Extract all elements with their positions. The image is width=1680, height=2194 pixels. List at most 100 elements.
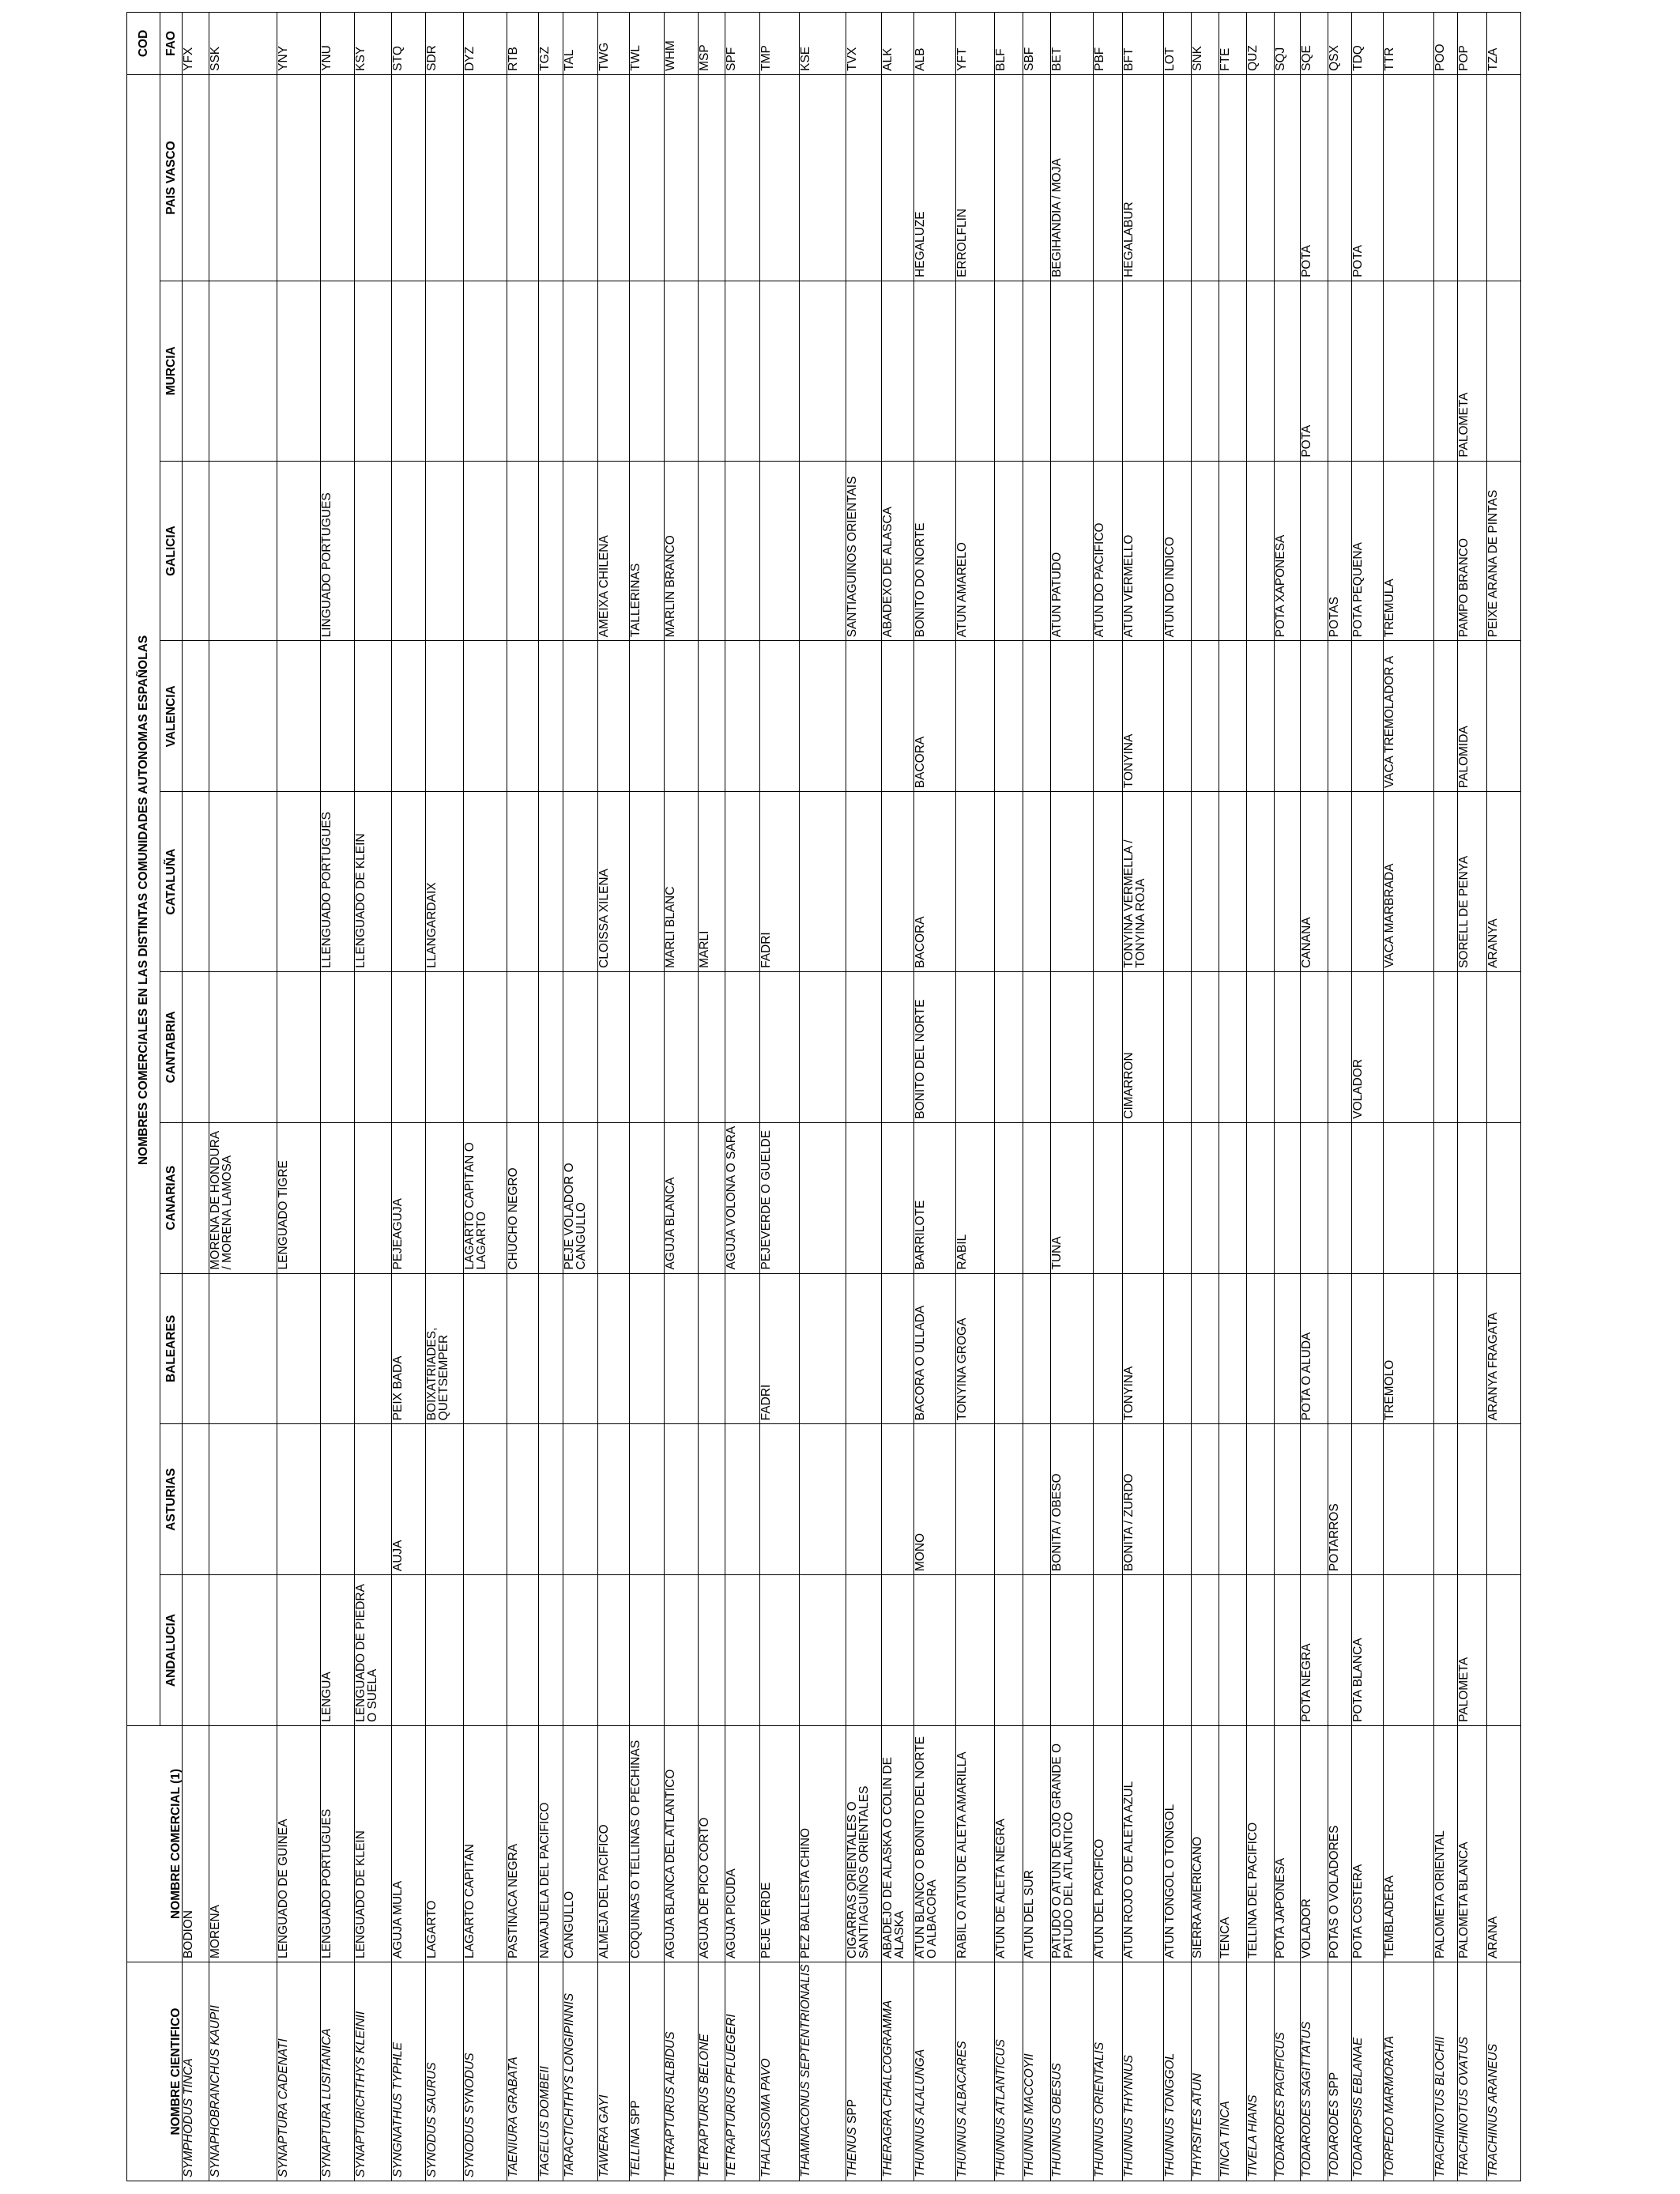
region-name-cantabria (563, 971, 598, 1123)
header-region: ANDALUCIA (160, 1574, 183, 1726)
region-name-valencia (507, 640, 539, 792)
region-name-valencia (425, 640, 463, 792)
region-name-galicia (1219, 461, 1247, 641)
region-name-asturias (1274, 1423, 1301, 1575)
region-name-canarias (1246, 1122, 1275, 1274)
region-name-murcia (629, 281, 665, 462)
region-name-cantabria: BONITO DEL NORTE (913, 971, 956, 1123)
fao-code: BFT (1122, 12, 1164, 75)
scientific-name-text: Taractichthys longipinnis (563, 1992, 576, 2177)
region-name-andalucia: POTA BLANCA (1351, 1574, 1384, 1726)
region-name-pais-vasco (1163, 74, 1192, 281)
region-name-andalucia (1328, 1574, 1352, 1726)
region-name-andalucia (563, 1574, 598, 1726)
table-row: Todarodes pacificus POTA JAPONESA POTA XAP… (1274, 12, 1301, 2181)
region-name-andalucia (1383, 1574, 1434, 1726)
region-name-baleares (725, 1273, 760, 1424)
common-name: PALOMETA ORIENTAL (1433, 1725, 1458, 1962)
region-name-canarias (1328, 1122, 1352, 1274)
region-name-catalu-a: VACA MARBRADA (1383, 791, 1434, 972)
region-name-asturias (320, 1423, 355, 1575)
region-name-canarias: BARRILOTE (913, 1122, 956, 1274)
region-name-baleares (507, 1273, 539, 1424)
region-name-andalucia: LENGUA (320, 1574, 355, 1726)
region-name-galicia: POTAS (1328, 461, 1352, 641)
table-row: Taeniura grabata PASTINACA NEGRA CHUCHO NE… (507, 12, 539, 2181)
scientific-name-text: Symphodus tinca (182, 2058, 196, 2177)
region-name-canarias: PEJEAGUJA (391, 1122, 426, 1274)
common-name: AGUJA DE PICO CORTO (698, 1725, 725, 1962)
region-name-andalucia (1050, 1574, 1094, 1726)
region-name-galicia: PEIXE ARAÑA DE PINTAS (1486, 461, 1521, 641)
scientific-name-text: Syngnathus typhle (391, 2041, 405, 2177)
table-row: Synaptura cadenati LENGUADO DE GUINEA LENG… (277, 12, 321, 2181)
region-name-andalucia (799, 1574, 846, 1726)
region-name-galicia (1023, 461, 1051, 641)
region-name-valencia (209, 640, 277, 792)
header-region: GALICIA (160, 461, 183, 641)
region-name-valencia (463, 640, 507, 792)
region-name-valencia (277, 640, 321, 792)
region-name-asturias (1191, 1423, 1219, 1575)
region-name-cantabria: VOLADOR (1351, 971, 1384, 1123)
table-row: Thenus spp CIGARRAS ORIENTALES O SANTIAGU… (846, 12, 882, 2181)
region-name-pais-vasco (182, 74, 209, 281)
scientific-name-text: Tivela hians (1246, 2094, 1260, 2177)
region-name-pais-vasco (1457, 74, 1487, 281)
region-name-baleares (1433, 1273, 1458, 1424)
region-name-galicia (354, 461, 392, 641)
region-name-valencia: VACA TREMOLADOR A (1383, 640, 1434, 792)
scientific-name-text: Tetrapturus albidus (664, 2031, 677, 2177)
common-name: PEZ BALLESTA CHINO (799, 1725, 846, 1962)
region-name-baleares (629, 1273, 665, 1424)
fao-code: YFT (955, 12, 995, 75)
region-name-murcia (1383, 281, 1434, 462)
fao-code: PBF (1093, 12, 1123, 75)
region-name-asturias (182, 1423, 209, 1575)
region-name-valencia (597, 640, 630, 792)
region-name-catalu-a (799, 791, 846, 972)
scientific-name-text: Synodus synodus (463, 2053, 477, 2177)
region-name-asturias (1246, 1423, 1275, 1575)
scientific-name-text: Trachinus araneus (1486, 2043, 1501, 2177)
region-name-andalucia (182, 1574, 209, 1726)
region-name-valencia (1163, 640, 1192, 792)
region-name-valencia: PALOMIDA (1457, 640, 1487, 792)
region-name-cantabria (1328, 971, 1352, 1123)
fao-code: ALK (881, 12, 914, 75)
scientific-name-text: Todaropsis eblanae (1351, 2037, 1365, 2177)
fao-code: ALB (913, 12, 956, 75)
scientific-name: Synaptura lusitanica (320, 1962, 355, 2181)
region-name-baleares (799, 1273, 846, 1424)
region-name-cantabria: CIMARRON (1122, 971, 1164, 1123)
fao-code: SDR (425, 12, 463, 75)
scientific-name-text: Thunnus alalunga (913, 2049, 928, 2177)
region-name-canarias (1300, 1122, 1328, 1274)
header-region: BALEARES (160, 1273, 183, 1424)
region-name-cantabria (463, 971, 507, 1123)
region-name-catalu-a (955, 791, 995, 972)
spp-suffix: spp (1328, 2071, 1341, 2097)
region-name-galicia: PAMPO BRANCO (1457, 461, 1487, 641)
scientific-name: Tagelus dombeii (538, 1962, 563, 2181)
region-name-cantabria (1383, 971, 1434, 1123)
region-name-galicia (698, 461, 725, 641)
fao-code: TVX (846, 12, 882, 75)
scientific-name: Synapturichthys kleinii (354, 1962, 392, 2181)
region-name-andalucia (1433, 1574, 1458, 1726)
region-name-pais-vasco (320, 74, 355, 281)
header-region: MURCIA (160, 281, 183, 462)
common-name: TENCA (1219, 1725, 1247, 1962)
region-name-asturias (597, 1423, 630, 1575)
scientific-name-text: Theragra chalcogramma (881, 2000, 895, 2177)
region-name-pais-vasco (463, 74, 507, 281)
fao-code: SQE (1300, 12, 1328, 75)
table-row: Todarodes sagittatus VOLADOR POTA NEGRA POT… (1300, 12, 1328, 2181)
region-name-baleares (698, 1273, 725, 1424)
scientific-name: Taractichthys longipinnis (563, 1962, 598, 2181)
region-name-cantabria (1050, 971, 1094, 1123)
fao-code: POO (1433, 12, 1458, 75)
common-name: ALMEJA DEL PACÍFICO (597, 1725, 630, 1962)
region-name-cantabria (698, 971, 725, 1123)
region-name-catalu-a (1163, 791, 1192, 972)
